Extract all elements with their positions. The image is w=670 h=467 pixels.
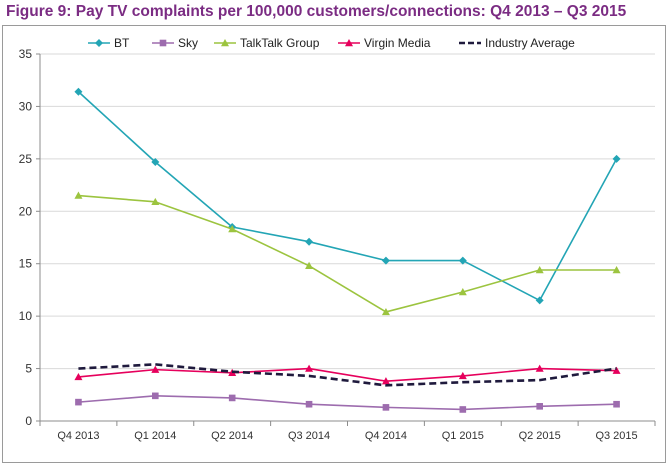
point-bt-q1-2014 [151, 158, 160, 167]
point-bt-q4-2013 [74, 87, 83, 96]
series [74, 87, 621, 413]
y-tick-label-0: 0 [25, 414, 32, 428]
point-sky-q1-2015 [459, 406, 467, 413]
point-sky-q1-2014 [152, 392, 159, 400]
legend-label-sky: Sky [178, 36, 198, 50]
y-tick-label-15: 15 [19, 257, 33, 271]
y-tick-label-5: 5 [25, 362, 32, 376]
legend-item-bt: BT [88, 36, 130, 50]
line-talktalk-group [78, 194, 617, 313]
x-tick-label-q3-2015: Q3 2015 [595, 430, 637, 442]
point-talktalk-group-q4-2013 [74, 191, 83, 199]
legend-label-bt: BT [114, 36, 130, 50]
gridlines [40, 53, 655, 370]
point-bt-q1-2015 [458, 256, 467, 265]
point-talktalk-group-q2-2014 [228, 225, 237, 233]
point-bt-q4-2014 [381, 256, 390, 265]
legend-label-industry-average: Industry Average [485, 36, 575, 50]
point-virgin-media-q4-2013 [74, 372, 83, 381]
point-sky-q4-2013 [75, 398, 82, 406]
x-tick-label-q3-2014: Q3 2014 [288, 430, 330, 442]
chart-frame [2, 25, 666, 463]
point-bt-q3-2015 [612, 154, 621, 163]
x-tick-label-q2-2014: Q2 2014 [211, 430, 253, 442]
legend-item-talktalk-group: TalkTalk Group [214, 36, 320, 50]
x-tick-label-q1-2014: Q1 2014 [134, 430, 176, 442]
series-industry-average [78, 363, 617, 387]
point-sky-q2-2014 [228, 394, 236, 402]
y-tick-label-10: 10 [19, 309, 33, 323]
legend-swatch-marker-virgin-media [345, 39, 353, 47]
line-sky [78, 395, 617, 411]
legend-swatch-marker-bt [95, 39, 103, 47]
legend-swatch-marker-talktalk-group [221, 39, 229, 47]
point-virgin-media-q4-2014 [381, 377, 390, 385]
legend-label-virgin-media: Virgin Media [364, 36, 431, 50]
y-tick-label-35: 35 [19, 47, 33, 61]
point-sky-q3-2014 [305, 400, 313, 408]
figure-title: Figure 9: Pay TV complaints per 100,000 … [6, 3, 627, 20]
point-talktalk-group-q4-2014 [381, 307, 390, 316]
y-tick-label-20: 20 [19, 204, 33, 218]
legend-item-virgin-media: Virgin Media [338, 36, 431, 50]
point-talktalk-group-q2-2015 [535, 266, 544, 274]
point-bt-q2-2015 [535, 296, 544, 305]
point-talktalk-group-q3-2014 [305, 261, 314, 270]
x-tick-label-q2-2015: Q2 2015 [519, 430, 561, 442]
point-sky-q3-2015 [613, 400, 620, 408]
x-tick-label-q4-2014: Q4 2014 [365, 430, 407, 442]
series-talktalk-group [74, 191, 621, 316]
legend-item-sky: Sky [152, 36, 198, 50]
point-bt-q3-2014 [305, 237, 314, 246]
legend-label-talktalk-group: TalkTalk Group [240, 36, 320, 50]
point-virgin-media-q2-2015 [535, 364, 544, 372]
y-tick-label-30: 30 [19, 99, 33, 113]
point-virgin-media-q3-2014 [305, 364, 314, 372]
point-sky-q4-2014 [382, 404, 390, 411]
line-industry-average [78, 363, 617, 387]
legend: BT Sky TalkTalk Group Virgin Media Industry … [88, 36, 575, 50]
point-sky-q2-2015 [536, 403, 543, 410]
series-sky [75, 392, 620, 413]
point-virgin-media-q1-2015 [458, 371, 467, 380]
x-tick-label-q4-2013: Q4 2013 [57, 430, 99, 442]
point-talktalk-group-q1-2015 [458, 288, 467, 296]
y-tick-label-25: 25 [19, 152, 33, 166]
x-tick-label-q1-2015: Q1 2015 [442, 430, 484, 442]
axes: 0 5 10 15 20 25 30 35 Q4 2013 Q1 2014 Q2 2014 Q3 20… [19, 47, 656, 442]
point-talktalk-group-q3-2015 [612, 266, 621, 274]
legend-swatch-marker-sky [159, 39, 167, 47]
line-bt [77, 91, 618, 302]
series-virgin-media [74, 364, 621, 385]
legend-item-industry-average: Industry Average [459, 36, 575, 50]
series-bt [74, 87, 621, 305]
point-virgin-media-q1-2014 [151, 365, 160, 373]
point-talktalk-group-q1-2014 [151, 197, 160, 206]
point-virgin-media-q3-2015 [612, 366, 621, 374]
line-virgin-media [78, 367, 617, 382]
